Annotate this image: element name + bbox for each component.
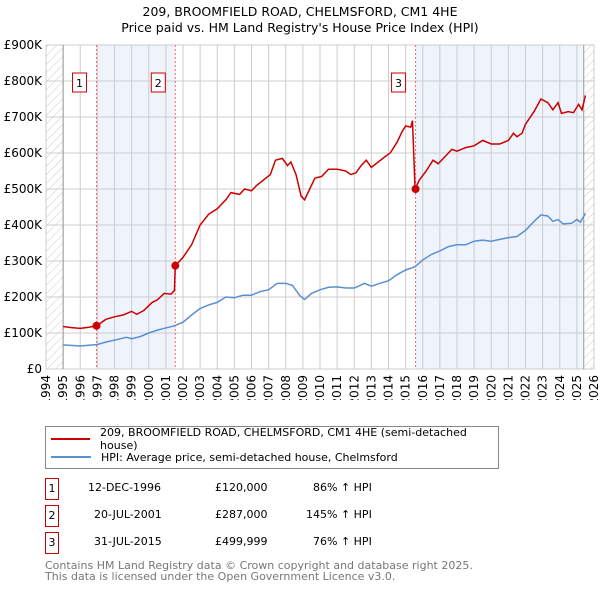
- y-tick-label: £0: [27, 362, 42, 376]
- x-tick-label: 2020: [484, 375, 498, 400]
- x-tick-label: 2019: [467, 375, 481, 400]
- x-tick-label: 2001: [159, 375, 173, 400]
- sale-point: [171, 261, 180, 270]
- hpi-change: 86% ↑ HPI: [313, 481, 372, 494]
- legend: 209, BROOMFIELD ROAD, CHELMSFORD, CM1 4H…: [45, 426, 499, 469]
- sale-label-box: [391, 72, 407, 93]
- date: 20-JUL-2001: [94, 508, 162, 521]
- y-tick-label: £100K: [4, 326, 44, 340]
- chart-title: 209, BROOMFIELD ROAD, CHELMSFORD, CM1 4H…: [142, 4, 458, 19]
- x-tick-label: 2015: [399, 375, 413, 400]
- x-tick-label: 2008: [279, 375, 293, 400]
- marker-badge: 3: [45, 532, 59, 554]
- shaded-band: [96, 45, 176, 369]
- x-tick-label: 2003: [193, 375, 207, 400]
- hpi-change: 145% ↑ HPI: [306, 508, 372, 521]
- legend-label: 209, BROOMFIELD ROAD, CHELMSFORD, CM1 4H…: [100, 426, 467, 452]
- transaction-row: 2 20-JUL-2001 £287,000 145% ↑ HPI: [45, 505, 445, 527]
- x-tick-label: 2014: [382, 375, 396, 400]
- x-tick-label: 2010: [313, 375, 327, 400]
- x-tick-label: 2000: [142, 375, 156, 400]
- x-tick-label: 2022: [519, 375, 533, 400]
- legend-item-property: 209, BROOMFIELD ROAD, CHELMSFORD, CM1 4H…: [51, 426, 498, 452]
- price: £120,000: [215, 481, 268, 494]
- chart-subtitle: Price paid vs. HM Land Registry's House …: [121, 20, 479, 35]
- sale-label: 3: [395, 77, 402, 90]
- date: 31-JUL-2015: [94, 535, 162, 548]
- x-tick-label: 2013: [364, 375, 378, 400]
- x-tick-label: 2025: [570, 375, 584, 400]
- hpi-change: 76% ↑ HPI: [313, 535, 372, 548]
- x-tick-label: 2012: [347, 375, 361, 400]
- sale-point: [411, 185, 420, 193]
- sale-label: 2: [155, 77, 162, 90]
- hatch-after: [583, 45, 594, 369]
- y-tick-label: £400K: [4, 218, 44, 232]
- hatch-before: [46, 45, 64, 369]
- y-tick-label: £900K: [4, 38, 44, 52]
- marker-badge: 2: [45, 505, 59, 527]
- copyright-text: Contains HM Land Registry data © Crown c…: [45, 559, 473, 572]
- y-tick-label: £200K: [4, 290, 44, 304]
- y-tick-label: £300K: [4, 254, 44, 268]
- x-tick-label: 2009: [296, 375, 310, 400]
- x-tick-label: 1997: [90, 375, 104, 400]
- x-tick-label: 2024: [553, 375, 567, 400]
- sale-label: 1: [76, 77, 83, 90]
- transaction-row: 1 12-DEC-1996 £120,000 86% ↑ HPI: [45, 478, 445, 500]
- hpi-line: [63, 213, 587, 347]
- x-tick-label: 1995: [56, 375, 70, 400]
- x-tick-label: 2023: [536, 375, 550, 400]
- footer: Contains HM Land Registry data © Crown c…: [45, 560, 473, 582]
- x-tick-label: 2018: [450, 375, 464, 400]
- sale-label-box: [72, 72, 88, 93]
- price-chart: £0 £100K £200K £300K £400K £500K £600K £700K £80…: [4, 38, 600, 400]
- x-tick-label: 2026: [587, 375, 600, 400]
- x-tick-label: 2007: [262, 375, 276, 400]
- y-tick-label: £500K: [4, 182, 44, 196]
- x-tick-label: 1999: [125, 375, 139, 400]
- x-tick-label: 2005: [227, 375, 241, 400]
- x-tick-label: 2021: [501, 375, 515, 400]
- sale-label-box: [150, 72, 166, 93]
- x-tick-label: 1998: [108, 375, 122, 400]
- legend-label: HPI: Average price, semi-detached house,…: [101, 450, 398, 464]
- property-price-line: [63, 95, 587, 330]
- x-tick-label: 2016: [416, 375, 430, 400]
- date: 12-DEC-1996: [88, 481, 162, 494]
- x-tick-label: 2002: [176, 375, 190, 400]
- price: £287,000: [215, 508, 268, 521]
- x-tick-label: 1994: [39, 375, 53, 400]
- legend-item-hpi: HPI: Average price, semi-detached house,…: [51, 450, 398, 464]
- marker-badge: 1: [45, 478, 59, 500]
- x-tick-label: 2004: [210, 375, 224, 400]
- x-tick-label: 2006: [245, 375, 259, 400]
- transaction-row: 3 31-JUL-2015 £499,999 76% ↑ HPI: [45, 532, 445, 554]
- sale-point: [92, 321, 101, 330]
- y-tick-label: £600K: [4, 146, 44, 160]
- y-tick-label: £700K: [4, 110, 44, 124]
- price: £499,999: [215, 535, 268, 548]
- y-tick-label: £800K: [4, 74, 44, 88]
- x-tick-label: 1996: [73, 375, 87, 400]
- shaded-band: [415, 45, 584, 369]
- x-tick-label: 2011: [330, 375, 344, 400]
- x-tick-label: 2017: [433, 375, 447, 400]
- license-text: This data is licensed under the Open Gov…: [45, 570, 396, 583]
